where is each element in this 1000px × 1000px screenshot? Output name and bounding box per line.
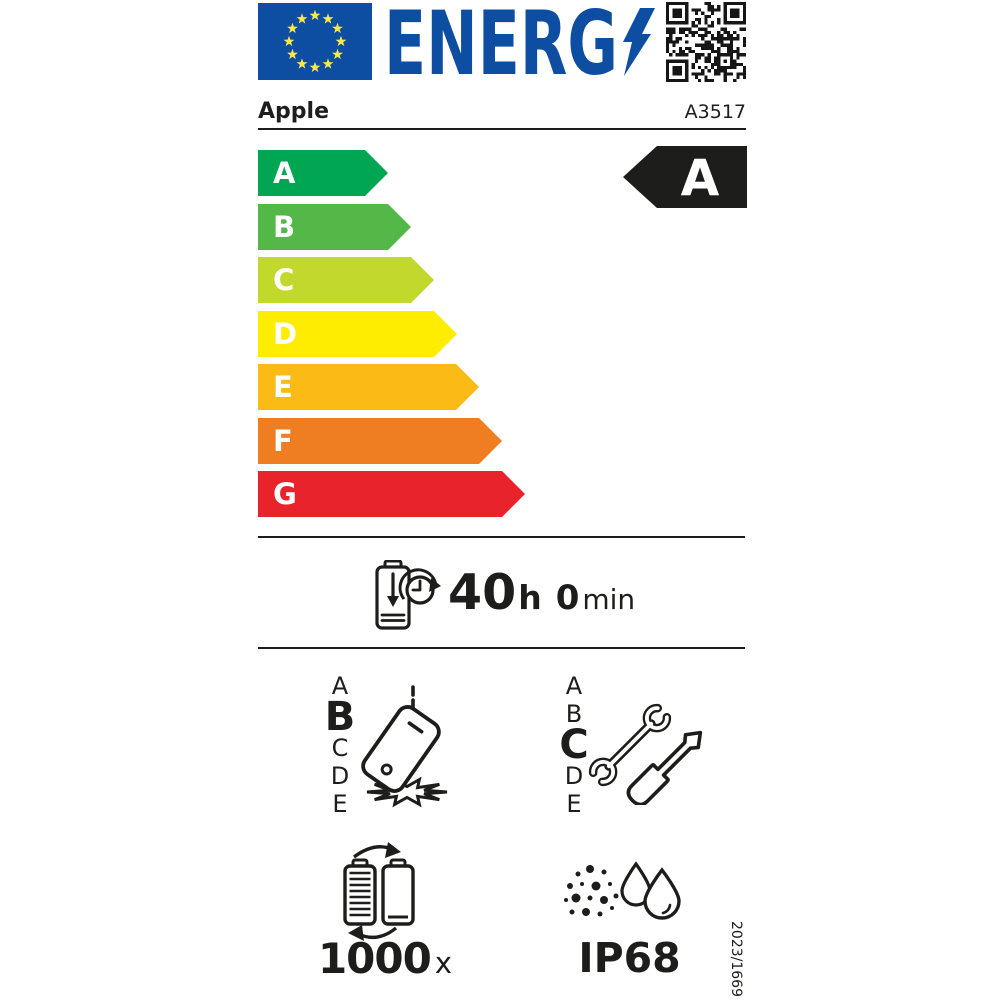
qr-code	[666, 2, 746, 82]
battery-minutes: 0	[555, 578, 580, 618]
scale-letter: C	[559, 722, 589, 768]
dust-particles	[564, 865, 619, 917]
qr-modules	[666, 2, 746, 82]
scale-letter: A	[565, 672, 583, 700]
energy-class-rating: A	[680, 149, 720, 207]
energ-logo: ENERG	[384, 4, 618, 84]
regulation-number: 2023/1669	[728, 921, 744, 997]
battery-minutes-unit: min	[582, 583, 636, 616]
battery-hours-unit: h	[518, 578, 542, 617]
model-number: A3517	[684, 101, 746, 123]
repair-tools-icon	[588, 703, 703, 805]
scale-letter: C	[331, 734, 349, 762]
cycles-unit: x	[434, 946, 453, 980]
energy-class-arrow-d: D	[258, 311, 457, 357]
energy-class-indicator: A	[623, 146, 747, 208]
scale-letter: D	[330, 762, 350, 790]
scale-letter: B	[324, 694, 356, 740]
energy-class-arrow-b: B	[258, 204, 411, 250]
scale-letter: D	[564, 762, 584, 790]
battery-hours: 40	[448, 564, 517, 621]
impact-burst	[366, 776, 448, 808]
eu-flag-icon	[258, 3, 372, 80]
battery-clock-icon	[375, 560, 441, 630]
battery-cycle-icon	[343, 842, 415, 941]
brand-row: Apple A3517	[258, 96, 746, 130]
divider-top	[258, 536, 745, 538]
scale-letter: E	[332, 790, 348, 818]
energy-class-arrow-f: F	[258, 418, 502, 464]
drop-resistance-scale: A B C D E	[318, 672, 362, 818]
phone-drop-icon	[361, 685, 448, 808]
divider-bottom	[258, 647, 745, 649]
scale-letter: B	[565, 700, 583, 728]
energy-lightning-bolt-icon	[623, 8, 655, 76]
energy-class-scale: A B C D E F G	[258, 150, 746, 518]
ip-rating-value: IP68	[578, 934, 681, 982]
water-drops	[620, 861, 681, 920]
energ-logo-text: ENERG	[384, 4, 618, 84]
scale-letter: A	[331, 672, 349, 700]
energy-class-arrow-e: E	[258, 364, 479, 410]
energy-class-arrow-c: C	[258, 257, 434, 303]
repairability-scale: A B C D E	[552, 672, 596, 818]
scale-letter: E	[566, 790, 582, 818]
brand-name: Apple	[258, 99, 329, 124]
dust-water-icon	[564, 861, 681, 920]
energy-class-arrow-a: A	[258, 150, 388, 196]
battery-cycles-value: 1000 x	[310, 934, 460, 983]
battery-endurance-value: 40 h 0 min	[448, 564, 635, 621]
cycles-number: 1000	[317, 934, 432, 983]
energy-class-arrow-g: G	[258, 471, 525, 517]
